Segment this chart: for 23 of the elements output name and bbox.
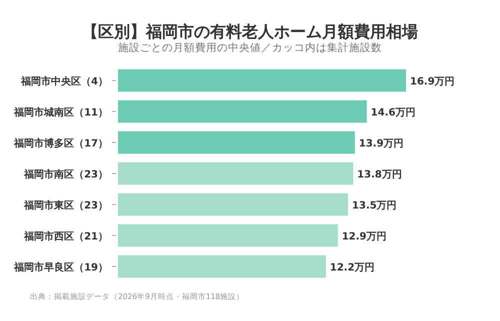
y-tick-label: 福岡市東区（23） [23,200,108,212]
bar [118,69,406,92]
data-label: 13.5万円 [352,200,397,212]
y-tick-label: 福岡市博多区（17） [13,138,108,150]
y-tick-label: 福岡市西区（21） [23,230,108,242]
data-label: 16.9万円 [410,76,455,88]
bar [118,255,326,278]
y-tick-label: 福岡市城南区（11） [13,106,108,118]
chart-subtitle: 施設ごとの月額費用の中央値／カッコ内は集計施設数 [118,41,382,54]
y-tick-label: 福岡市南区（23） [23,168,108,180]
bar [118,131,355,154]
chart-title: 【区別】福岡市の有料老人ホーム月額費用相場 [82,22,418,41]
data-label: 13.9万円 [358,138,404,150]
y-tick-label: 福岡市早良区（19） [13,262,108,274]
bar [118,193,348,216]
data-label: 14.6万円 [370,108,416,118]
bar [118,224,338,247]
bar [118,162,354,185]
y-tick-label: 福岡市中央区（4） [20,76,108,88]
bar [118,100,367,123]
data-label: 12.9万円 [342,232,387,242]
data-label: 13.8万円 [357,170,402,180]
data-label: 12.2万円 [330,262,375,274]
